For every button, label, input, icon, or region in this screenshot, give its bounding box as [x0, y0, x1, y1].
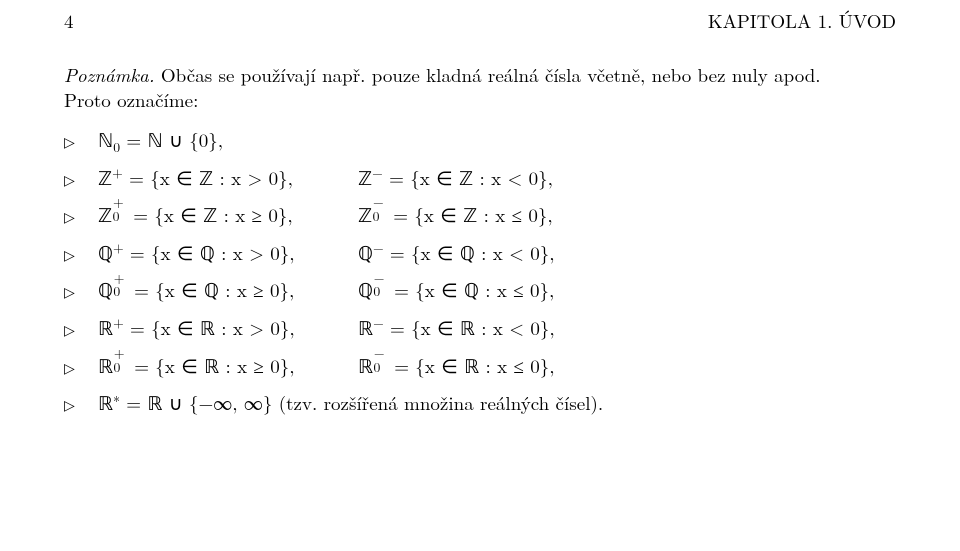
remark-lead: Poznámka.: [64, 61, 155, 88]
sym-minus: −: [198, 389, 213, 416]
bullet-icon: ▷: [64, 171, 98, 190]
sym-in: ∈: [177, 314, 194, 341]
sym-le: ≤: [512, 201, 522, 228]
sym-le: ≤: [513, 276, 523, 303]
math-expr: ℚ−0 = {x ∈ ℚ : x ≤ 0},: [358, 277, 896, 305]
sym-in: ∈: [441, 276, 458, 303]
list-item: ▷ ℝ+ = {x ∈ ℝ : x > 0}, ℝ− = {x ∈ ℝ : x …: [64, 315, 896, 343]
sym-R: ℝ: [98, 319, 113, 340]
sym-inf: ∞: [244, 389, 263, 416]
math-expr: ℤ+ = {x ∈ ℤ : x > 0},: [98, 165, 358, 193]
sym-minus: −: [373, 238, 384, 257]
sym-inf: ∞: [213, 389, 232, 416]
list-item: ▷ ℝ∗ = ℝ ∪ {−∞, ∞} (tzv. rozšířená množi…: [64, 390, 896, 418]
sym-le: ≤: [513, 352, 523, 379]
sym-R: ℝ: [98, 357, 113, 378]
math-expr: ℝ+0 = {x ∈ ℝ : x ≥ 0},: [98, 353, 358, 381]
sym-Q: ℚ: [204, 281, 219, 302]
math-expr: ℚ+0 = {x ∈ ℚ : x ≥ 0},: [98, 277, 358, 305]
sym-Z: ℤ: [358, 206, 372, 227]
bullet-icon: ▷: [64, 283, 98, 302]
math-expr: ℚ− = {x ∈ ℚ : x < 0},: [358, 240, 896, 268]
sym-Q: ℚ: [200, 244, 215, 265]
sym-in: ∈: [177, 239, 194, 266]
chapter-title: KAPITOLA 1. ÚVOD: [708, 8, 896, 34]
math-expr: ℝ+ = {x ∈ ℝ : x > 0},: [98, 315, 358, 343]
bullet-icon: ▷: [64, 396, 98, 415]
sym-ge: ≥: [253, 352, 263, 379]
sym-Z: ℤ: [463, 206, 477, 227]
sym-N: ℕ: [98, 131, 113, 152]
sym-R: ℝ: [200, 319, 215, 340]
bullet-icon: ▷: [64, 321, 98, 340]
sym-R: ℝ: [464, 357, 479, 378]
sym-R: ℝ: [98, 394, 113, 415]
sym-Q: ℚ: [464, 281, 479, 302]
bullet-icon: ▷: [64, 246, 98, 265]
list-item: ▷ ℝ+0 = {x ∈ ℝ : x ≥ 0}, ℝ−0 = {x ∈ ℝ : …: [64, 353, 896, 381]
math-expr: ℝ−0 = {x ∈ ℝ : x ≤ 0},: [358, 353, 896, 381]
page-header: 4 KAPITOLA 1. ÚVOD: [64, 8, 896, 34]
sym-cup: ∪: [169, 126, 183, 153]
remark-text-b: Proto označíme:: [64, 86, 198, 113]
sym-Z: ℤ: [358, 169, 372, 190]
page: 4 KAPITOLA 1. ÚVOD Poznámka. Občas se po…: [0, 0, 960, 418]
sym-in: ∈: [176, 164, 193, 191]
list-item: ▷ ℕ0 = ℕ ∪ {0},: [64, 127, 896, 155]
sym-minus: −: [372, 162, 383, 181]
list-item: ▷ ℤ+0 = {x ∈ ℤ : x ≥ 0}, ℤ−0 = {x ∈ ℤ : …: [64, 202, 896, 230]
definition-list: ▷ ℕ0 = ℕ ∪ {0}, ▷ ℤ+ = {x ∈ ℤ : x > 0}, …: [64, 127, 896, 418]
sym-in: ∈: [437, 239, 454, 266]
sym-Z: ℤ: [98, 206, 112, 227]
sym-N: ℕ: [148, 131, 163, 152]
bullet-icon: ▷: [64, 133, 98, 152]
sym-minus: −: [373, 313, 384, 332]
sym-in: ∈: [440, 201, 457, 228]
sym-in: ∈: [180, 201, 197, 228]
remark-paragraph: Poznámka. Občas se používají např. pouze…: [64, 62, 896, 113]
sym-in: ∈: [441, 352, 458, 379]
sym-R: ℝ: [358, 357, 373, 378]
math-expr: ℚ+ = {x ∈ ℚ : x > 0},: [98, 240, 358, 268]
sym-ge: ≥: [252, 201, 262, 228]
sym-in: ∈: [181, 352, 198, 379]
sym-R: ℝ: [147, 394, 162, 415]
bullet-icon: ▷: [64, 359, 98, 378]
sym-star: ∗: [113, 388, 120, 407]
sym-R: ℝ: [204, 357, 219, 378]
bullet-icon: ▷: [64, 208, 98, 227]
sym-R: ℝ: [460, 319, 475, 340]
list-item: ▷ ℤ+ = {x ∈ ℤ : x > 0}, ℤ− = {x ∈ ℤ : x …: [64, 165, 896, 193]
sym-Z: ℤ: [203, 206, 217, 227]
math-expr: ℝ∗ = ℝ ∪ {−∞, ∞} (tzv. rozšířená množina…: [98, 390, 603, 418]
math-expr: ℕ0 = ℕ ∪ {0},: [98, 127, 358, 155]
remark-text-a: Občas se používají např. pouze kladná re…: [155, 61, 821, 88]
sym-in: ∈: [181, 276, 198, 303]
sym-Q: ℚ: [358, 281, 373, 302]
list-item: ▷ ℚ+ = {x ∈ ℚ : x > 0}, ℚ− = {x ∈ ℚ : x …: [64, 240, 896, 268]
sym-Q: ℚ: [98, 281, 113, 302]
sym-Z: ℤ: [459, 169, 473, 190]
page-number: 4: [64, 8, 74, 34]
math-expr: ℤ− = {x ∈ ℤ : x < 0},: [358, 165, 896, 193]
list-item: ▷ ℚ+0 = {x ∈ ℚ : x ≥ 0}, ℚ−0 = {x ∈ ℚ : …: [64, 277, 896, 305]
sym-Q: ℚ: [460, 244, 475, 265]
sym-ge: ≥: [253, 276, 263, 303]
sym-Z: ℤ: [98, 169, 112, 190]
sym-R: ℝ: [358, 319, 373, 340]
math-expr: ℤ+0 = {x ∈ ℤ : x ≥ 0},: [98, 202, 358, 230]
sym-in: ∈: [436, 164, 453, 191]
sym-Q: ℚ: [358, 244, 373, 265]
sym-cup: ∪: [169, 389, 183, 416]
math-expr: ℝ− = {x ∈ ℝ : x < 0},: [358, 315, 896, 343]
math-expr: ℤ−0 = {x ∈ ℤ : x ≤ 0},: [358, 202, 896, 230]
sym-in: ∈: [437, 314, 454, 341]
sym-Q: ℚ: [98, 244, 113, 265]
sym-Z: ℤ: [199, 169, 213, 190]
